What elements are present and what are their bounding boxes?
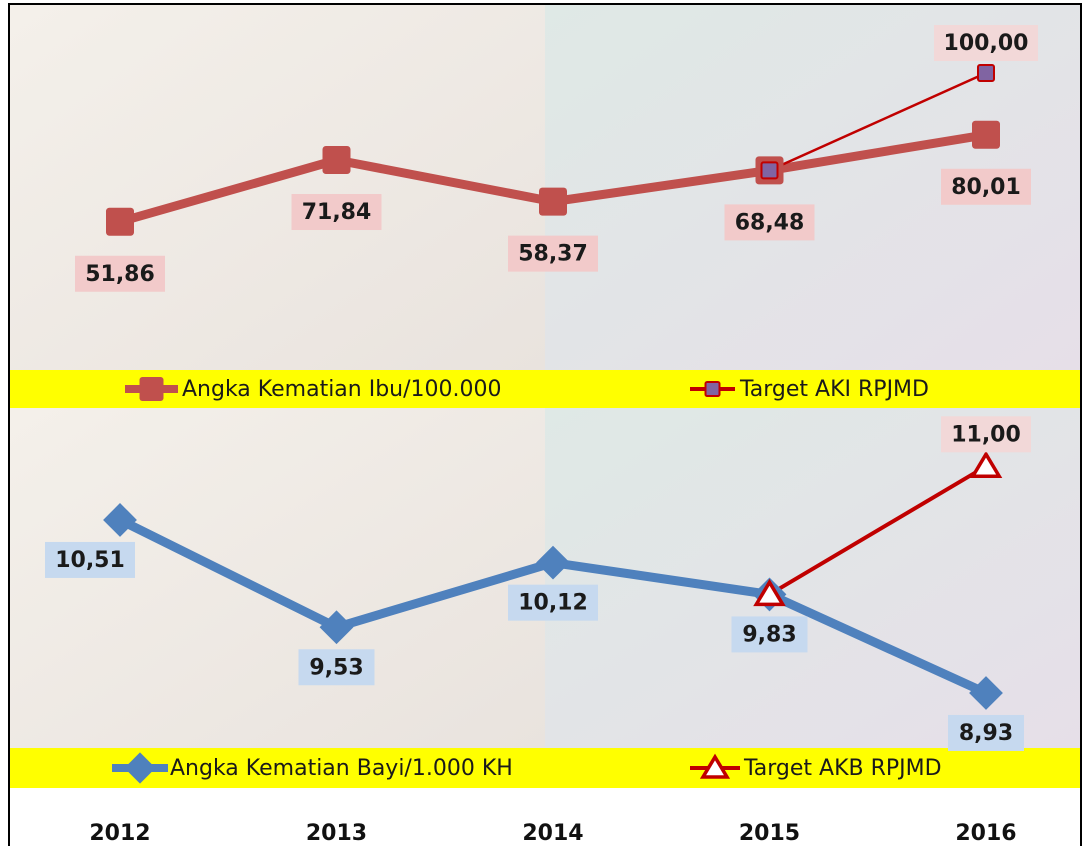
legend-label: Target AKB RPJMD — [743, 756, 942, 781]
chart: 51,86 71,84 58,37 68,48 80,01 Angka Kematian … — [0, 0, 1089, 846]
value-label: 11,00 — [951, 422, 1021, 447]
marker — [106, 208, 134, 236]
value-label: 10,51 — [55, 548, 125, 573]
legend-label: Target AKI RPJMD — [739, 377, 929, 402]
legend-label: Angka Kematian Bayi/1.000 KH — [170, 756, 513, 781]
value-label: 71,84 — [302, 200, 372, 225]
x-tick-label: 2015 — [739, 821, 800, 846]
value-label: 9,83 — [742, 622, 796, 647]
marker — [539, 188, 567, 216]
x-tick-label: 2016 — [955, 821, 1016, 846]
x-tick-label: 2013 — [306, 821, 367, 846]
value-label: 68,48 — [735, 210, 805, 235]
value-label: 10,12 — [518, 591, 588, 616]
photo-panel — [545, 408, 1080, 748]
marker — [140, 377, 164, 401]
value-label: 100,00 — [944, 31, 1029, 56]
value-label: 80,01 — [951, 175, 1021, 200]
marker — [706, 382, 720, 396]
value-label: 51,86 — [85, 262, 155, 287]
legend-label: Angka Kematian Ibu/100.000 — [182, 377, 502, 402]
marker — [323, 146, 351, 174]
value-label: 9,53 — [309, 655, 363, 680]
marker — [972, 121, 1000, 149]
photo-panel — [10, 408, 545, 748]
x-tick-label: 2014 — [522, 821, 583, 846]
marker — [762, 162, 778, 178]
x-tick-label: 2012 — [89, 821, 150, 846]
value-label: 8,93 — [959, 721, 1013, 746]
value-label: 58,37 — [518, 242, 588, 267]
marker — [978, 65, 994, 81]
